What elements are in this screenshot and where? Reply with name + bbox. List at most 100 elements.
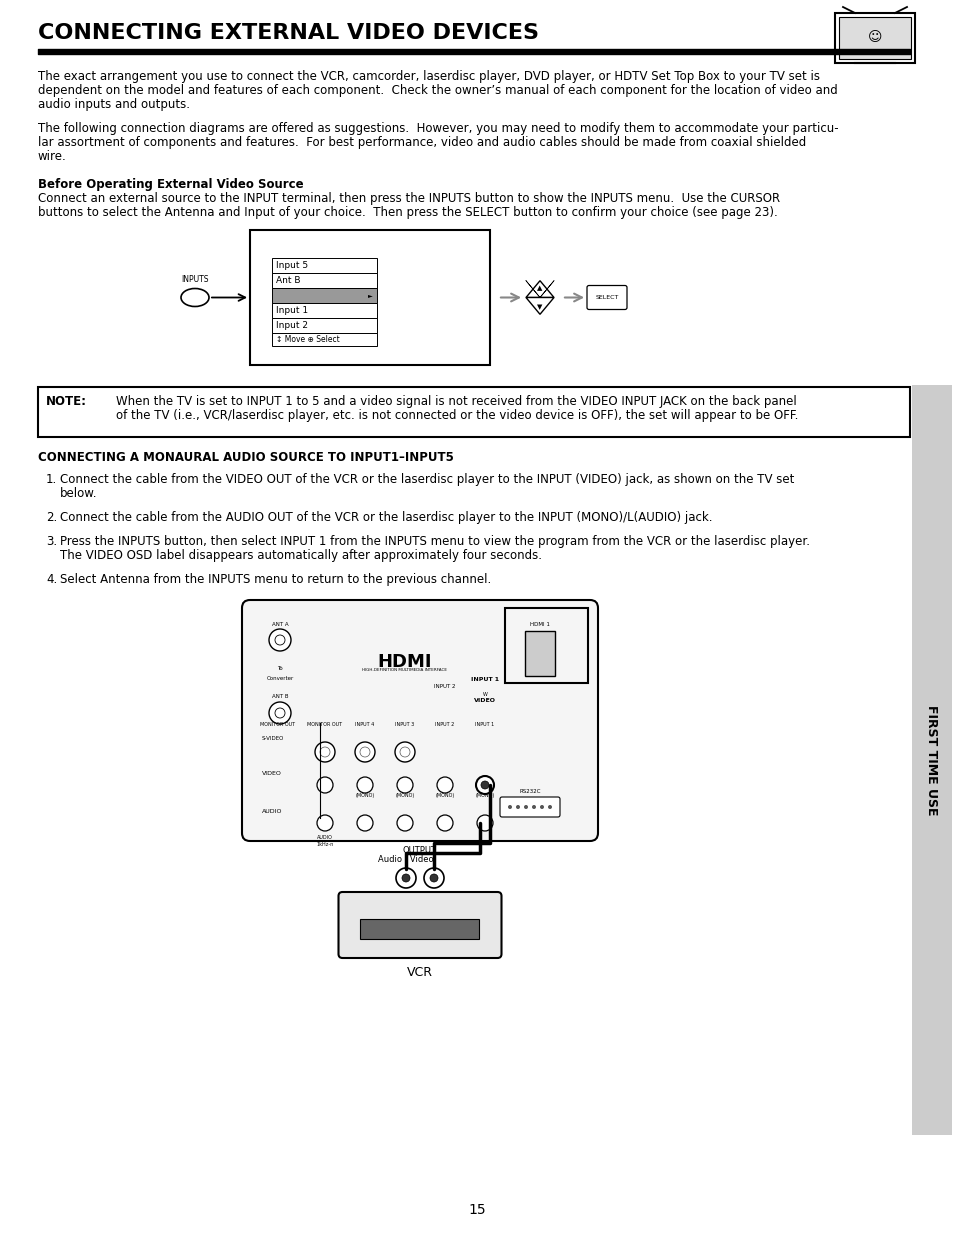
- Bar: [250, 230, 490, 366]
- Text: VIDEO: VIDEO: [262, 771, 281, 776]
- Text: INPUT 2: INPUT 2: [435, 722, 455, 727]
- Text: HDMI: HDMI: [377, 653, 432, 671]
- Text: Connect the cable from the VIDEO OUT of the VCR or the laserdisc player to the I: Connect the cable from the VIDEO OUT of …: [60, 473, 794, 487]
- Text: Press the INPUTS button, then select INPUT 1 from the INPUTS menu to view the pr: Press the INPUTS button, then select INP…: [60, 535, 809, 548]
- Circle shape: [316, 815, 333, 831]
- Text: VIDEO: VIDEO: [474, 698, 496, 703]
- Text: buttons to select the Antenna and Input of your choice.  Then press the SELECT b: buttons to select the Antenna and Input …: [38, 206, 777, 219]
- Text: To: To: [276, 666, 283, 671]
- Bar: [504, 608, 579, 683]
- Circle shape: [436, 815, 453, 831]
- Text: 4.: 4.: [46, 573, 57, 585]
- Text: INPUTS: INPUTS: [181, 274, 209, 284]
- Circle shape: [314, 742, 335, 762]
- Bar: [272, 258, 376, 273]
- Bar: [272, 333, 376, 346]
- Bar: [524, 631, 555, 676]
- Text: CONNECTING EXTERNAL VIDEO DEVICES: CONNECTING EXTERNAL VIDEO DEVICES: [38, 23, 538, 43]
- Text: SELECT: SELECT: [595, 295, 618, 300]
- Polygon shape: [525, 280, 554, 298]
- Text: Input 5: Input 5: [275, 261, 308, 270]
- Text: INPUT 3: INPUT 3: [395, 722, 415, 727]
- Text: Connect an external source to the INPUT terminal, then press the INPUTS button t: Connect an external source to the INPUT …: [38, 191, 780, 205]
- Text: S-VIDEO: S-VIDEO: [262, 736, 284, 741]
- Circle shape: [516, 805, 519, 809]
- Circle shape: [507, 805, 512, 809]
- Text: INPUT 4: INPUT 4: [355, 722, 375, 727]
- Circle shape: [423, 868, 443, 888]
- Text: INPUT 2: INPUT 2: [434, 684, 456, 689]
- Text: ↕ Move ⊕ Select: ↕ Move ⊕ Select: [275, 335, 339, 345]
- Text: (MONO): (MONO): [355, 793, 375, 798]
- Text: The exact arrangement you use to connect the VCR, camcorder, laserdisc player, D: The exact arrangement you use to connect…: [38, 70, 820, 83]
- Text: lar assortment of components and features.  For best performance, video and audi: lar assortment of components and feature…: [38, 136, 805, 149]
- Text: W: W: [482, 692, 487, 697]
- Text: 2.: 2.: [46, 511, 57, 524]
- Circle shape: [395, 742, 415, 762]
- Text: NOTE:: NOTE:: [46, 395, 87, 408]
- Ellipse shape: [181, 289, 209, 306]
- Text: RS232C: RS232C: [518, 789, 540, 794]
- Circle shape: [547, 805, 552, 809]
- Text: Input 1: Input 1: [275, 306, 308, 315]
- Text: VCR: VCR: [407, 966, 433, 979]
- Circle shape: [430, 874, 437, 882]
- FancyBboxPatch shape: [499, 797, 559, 818]
- Text: ▼: ▼: [537, 304, 542, 310]
- Text: The following connection diagrams are offered as suggestions.  However, you may : The following connection diagrams are of…: [38, 122, 838, 135]
- Text: wire.: wire.: [38, 149, 67, 163]
- Text: audio inputs and outputs.: audio inputs and outputs.: [38, 98, 190, 111]
- Text: Input 2: Input 2: [275, 321, 308, 330]
- FancyBboxPatch shape: [242, 600, 598, 841]
- Bar: [272, 273, 376, 288]
- Bar: [38, 387, 909, 437]
- Text: Audio   Video: Audio Video: [377, 855, 434, 864]
- Circle shape: [532, 805, 536, 809]
- Circle shape: [274, 708, 285, 718]
- Text: ▲: ▲: [537, 285, 542, 290]
- Text: INPUT 1: INPUT 1: [475, 722, 494, 727]
- Text: 1.: 1.: [46, 473, 57, 487]
- Circle shape: [269, 701, 291, 724]
- Text: (MONO): (MONO): [435, 793, 455, 798]
- Circle shape: [395, 868, 416, 888]
- Circle shape: [359, 747, 370, 757]
- Text: of the TV (i.e., VCR/laserdisc player, etc. is not connected or the video device: of the TV (i.e., VCR/laserdisc player, e…: [116, 409, 798, 422]
- Circle shape: [355, 742, 375, 762]
- Circle shape: [274, 635, 285, 645]
- Text: MONITOR OUT: MONITOR OUT: [307, 722, 342, 727]
- Text: HIGH-DEFINITION MULTIMEDIA INTERFACE: HIGH-DEFINITION MULTIMEDIA INTERFACE: [362, 668, 447, 672]
- Text: AUDIO: AUDIO: [316, 835, 333, 840]
- Bar: [911, 385, 951, 1135]
- Text: OUTPUT: OUTPUT: [402, 846, 436, 855]
- Text: Converter: Converter: [266, 676, 294, 680]
- Text: When the TV is set to INPUT 1 to 5 and a video signal is not received from the V: When the TV is set to INPUT 1 to 5 and a…: [116, 395, 796, 408]
- Bar: [272, 317, 376, 333]
- Text: HDMI 1: HDMI 1: [530, 622, 549, 627]
- Circle shape: [316, 777, 333, 793]
- Circle shape: [523, 805, 527, 809]
- Text: ANT B: ANT B: [272, 694, 288, 699]
- Text: Select Antenna from the INPUTS menu to return to the previous channel.: Select Antenna from the INPUTS menu to r…: [60, 573, 491, 585]
- Bar: [272, 303, 376, 317]
- Circle shape: [539, 805, 543, 809]
- Text: CONNECTING A MONAURAL AUDIO SOURCE TO INPUT1–INPUT5: CONNECTING A MONAURAL AUDIO SOURCE TO IN…: [38, 451, 454, 464]
- Text: Connect the cable from the AUDIO OUT of the VCR or the laserdisc player to the I: Connect the cable from the AUDIO OUT of …: [60, 511, 712, 524]
- Text: (MONO): (MONO): [395, 793, 415, 798]
- Text: 3.: 3.: [46, 535, 57, 548]
- Circle shape: [476, 815, 493, 831]
- Bar: [272, 288, 376, 303]
- Bar: [834, 14, 914, 63]
- Polygon shape: [525, 298, 554, 314]
- Text: INPUT 1: INPUT 1: [471, 677, 498, 682]
- Text: Before Operating External Video Source: Before Operating External Video Source: [38, 178, 303, 191]
- Circle shape: [401, 874, 410, 882]
- Circle shape: [319, 747, 330, 757]
- Text: (MONO): (MONO): [475, 793, 494, 798]
- Circle shape: [476, 776, 494, 794]
- Text: dependent on the model and features of each component.  Check the owner’s manual: dependent on the model and features of e…: [38, 84, 837, 98]
- Text: AUDIO: AUDIO: [262, 809, 282, 814]
- Text: ►: ►: [368, 293, 373, 298]
- Bar: [504, 608, 587, 683]
- Circle shape: [396, 815, 413, 831]
